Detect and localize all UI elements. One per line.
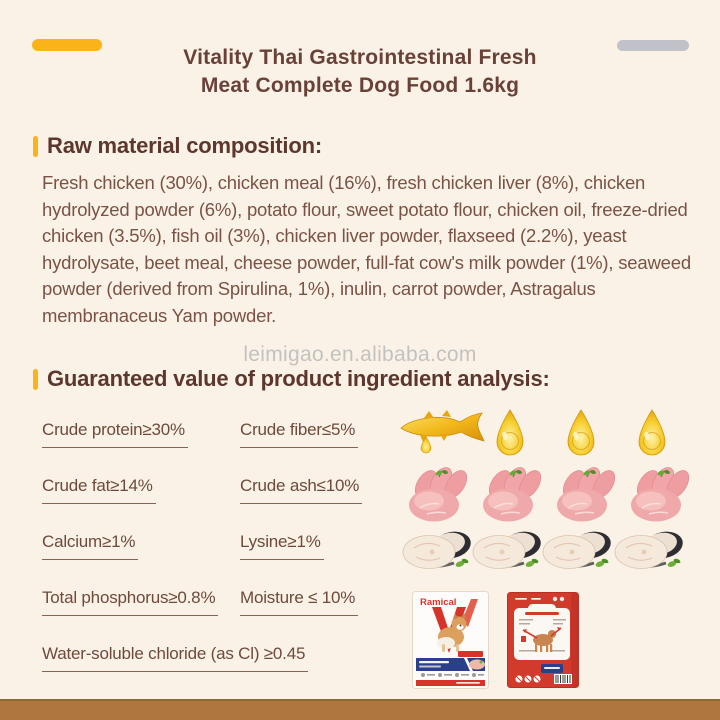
fish-steak-image xyxy=(614,531,683,569)
footer-bar xyxy=(0,699,720,720)
spec-crude-protein: Crude protein≥30% xyxy=(42,420,188,448)
decor-pill-left xyxy=(32,39,102,51)
package-warning-icons xyxy=(515,675,541,683)
package-dog-diagram xyxy=(521,627,562,652)
composition-body: Fresh chicken (30%), chicken meal (16%),… xyxy=(42,172,691,326)
package-dog-photo xyxy=(437,612,467,652)
spec-crude-ash: Crude ash≤10% xyxy=(240,476,363,504)
package-barcode xyxy=(554,674,572,684)
package-brand-text: Ramical xyxy=(420,597,456,608)
heading-accent-bar xyxy=(33,135,38,157)
spec-crude-fiber: Crude fiber≤5% xyxy=(240,420,359,448)
fish-steak-image xyxy=(472,531,541,569)
page-title-line-1: Vitality Thai Gastrointestinal Fresh xyxy=(183,46,537,70)
composition-section-heading: Raw material composition: xyxy=(33,133,322,159)
fish-oil-illustration xyxy=(400,410,485,454)
heading-accent-bar xyxy=(33,368,38,390)
oil-drop-icon xyxy=(567,409,595,456)
watermark: leimigao.en.alibaba.com xyxy=(243,343,477,366)
fish-steak-image xyxy=(542,531,611,569)
decor-pill-right xyxy=(617,40,689,51)
meat-cut-image xyxy=(409,467,468,522)
meat-cut-image xyxy=(631,467,690,522)
package-front-image: Ramical xyxy=(412,591,489,689)
package-feature-icons xyxy=(421,673,484,677)
composition-heading-text: Raw material composition: xyxy=(47,133,322,158)
spec-water-soluble-chloride: Water-soluble chloride (as Cl) ≥0.45 xyxy=(42,644,309,672)
analysis-section-heading: Guaranteed value of product ingredient a… xyxy=(33,366,550,392)
spec-calcium: Calcium≥1% xyxy=(42,532,139,560)
fish-steak-image xyxy=(402,531,471,569)
package-back-image xyxy=(507,592,579,688)
meat-cut-image xyxy=(483,467,542,522)
meat-cut-image xyxy=(557,467,616,522)
spec-moisture: Moisture ≤ 10% xyxy=(240,588,359,616)
analysis-heading-text: Guaranteed value of product ingredient a… xyxy=(47,366,550,391)
page-title: Vitality Thai Gastrointestinal Fresh Mea… xyxy=(0,44,720,100)
oil-drop-icon xyxy=(496,409,524,456)
page-title-line-2: Meat Complete Dog Food 1.6kg xyxy=(200,74,520,98)
spec-lysine: Lysine≥1% xyxy=(240,532,324,560)
spec-total-phosphorus: Total phosphorus≥0.8% xyxy=(42,588,219,616)
oil-drop-icon xyxy=(638,409,666,456)
spec-crude-fat: Crude fat≥14% xyxy=(42,476,156,504)
